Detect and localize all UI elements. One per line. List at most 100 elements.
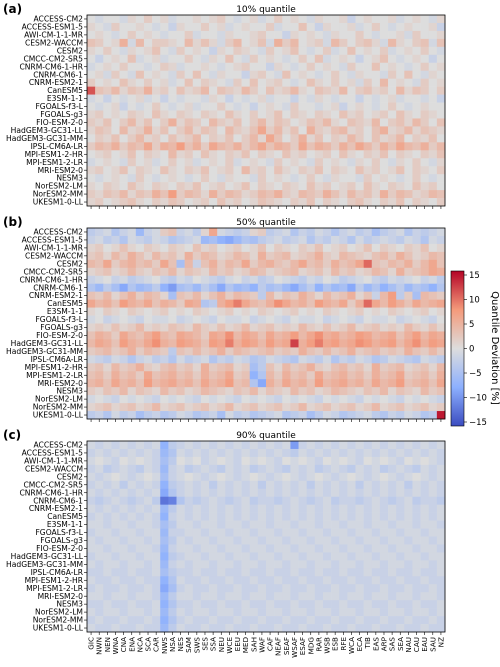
heatmap-cell: [355, 347, 364, 356]
heatmap-cell: [298, 480, 307, 490]
heatmap-cell: [355, 174, 364, 183]
heatmap-cell: [225, 544, 234, 553]
heatmap-cell: [119, 198, 128, 207]
heatmap-cell: [420, 347, 430, 356]
heatmap-cell: [282, 30, 291, 40]
heatmap-cell: [396, 62, 405, 72]
heatmap-cell: [404, 480, 413, 490]
heatmap-cell: [436, 339, 446, 348]
heatmap-cell: [428, 512, 438, 521]
heatmap-cell: [290, 496, 299, 505]
heatmap-cell: [274, 347, 283, 356]
heatmap-cell: [314, 363, 324, 372]
heatmap-cell: [209, 134, 218, 143]
heatmap-cell: [168, 544, 177, 553]
heatmap-cell: [192, 267, 202, 277]
row-label: E3SM-1-1: [47, 94, 83, 103]
heatmap-cell: [87, 150, 96, 159]
column-label: WSAF: [290, 637, 299, 658]
heatmap-cell: [176, 331, 185, 340]
heatmap-cell: [355, 22, 364, 32]
heatmap-cell: [143, 600, 153, 609]
heatmap-cell: [347, 251, 356, 261]
heatmap-cell: [266, 608, 275, 617]
heatmap-cell: [200, 411, 210, 420]
heatmap-cell: [371, 536, 381, 545]
column-label: WNA: [111, 637, 120, 654]
heatmap-cell: [225, 480, 234, 490]
heatmap-cell: [135, 528, 145, 537]
heatmap-cell: [355, 512, 364, 521]
heatmap-cell: [363, 70, 373, 79]
heatmap-cell: [217, 70, 226, 79]
heatmap-cell: [143, 22, 153, 32]
heatmap-cell: [371, 624, 381, 633]
column-label: NWS: [160, 637, 169, 654]
heatmap-cell: [257, 331, 267, 340]
heatmap-cell: [233, 54, 242, 64]
heatmap-cell: [428, 307, 438, 316]
heatmap-cell: [266, 560, 275, 569]
heatmap-cell: [257, 592, 267, 601]
heatmap-cell: [412, 62, 421, 72]
heatmap-cell: [217, 275, 226, 285]
heatmap-cell: [428, 552, 438, 561]
heatmap-cell: [200, 228, 210, 237]
heatmap-cell: [209, 472, 218, 482]
row-label: ACCESS-ESM1-5: [22, 236, 84, 245]
heatmap-cell: [274, 299, 283, 308]
heatmap-cell: [322, 480, 332, 490]
heatmap-cell: [355, 275, 364, 285]
heatmap-cell: [233, 275, 242, 285]
heatmap-cell: [184, 339, 194, 348]
heatmap-cell: [87, 22, 96, 32]
heatmap-cell: [436, 568, 446, 577]
heatmap-cell: [388, 339, 397, 348]
heatmap-cell: [111, 347, 120, 356]
heatmap-cell: [200, 166, 210, 175]
heatmap-cell: [363, 78, 373, 87]
heatmap-cell: [306, 568, 316, 577]
heatmap-cell: [200, 512, 210, 521]
heatmap-cell: [274, 70, 283, 79]
heatmap-cell: [388, 464, 397, 474]
heatmap-cell: [306, 323, 316, 332]
heatmap-cell: [371, 251, 381, 261]
heatmap-cell: [192, 291, 202, 300]
heatmap-cell: [331, 94, 340, 103]
heatmap-cell: [306, 102, 316, 111]
heatmap-cell: [103, 347, 112, 356]
heatmap-cell: [135, 299, 145, 308]
heatmap-cell: [404, 259, 413, 269]
heatmap-cell: [306, 488, 316, 498]
heatmap-cell: [87, 403, 96, 412]
heatmap-cell: [420, 190, 430, 199]
heatmap-cell: [103, 94, 112, 103]
heatmap-cell: [225, 568, 234, 577]
heatmap-cell: [143, 403, 153, 412]
heatmap-cell: [152, 448, 161, 458]
heatmap-cell: [331, 339, 340, 348]
heatmap-cell: [290, 504, 299, 513]
heatmap-cell: [111, 94, 120, 103]
heatmap-cell: [355, 190, 364, 199]
heatmap-cell: [95, 339, 104, 348]
heatmap-cell: [274, 118, 283, 127]
heatmap-cell: [404, 331, 413, 340]
heatmap-cell: [371, 504, 381, 513]
heatmap-cell: [379, 363, 389, 372]
heatmap-cell: [103, 275, 112, 285]
heatmap-cell: [355, 134, 364, 143]
heatmap-cell: [160, 456, 169, 466]
heatmap-cell: [379, 275, 389, 285]
heatmap-cell: [274, 126, 283, 135]
heatmap-cell: [412, 520, 421, 529]
heatmap-cell: [209, 166, 218, 175]
heatmap-cell: [217, 464, 226, 474]
heatmap-cell: [420, 504, 430, 513]
heatmap-cell: [298, 323, 307, 332]
heatmap-cell: [371, 118, 381, 127]
heatmap-cell: [225, 323, 234, 332]
heatmap-cell: [396, 299, 405, 308]
heatmap-cell: [428, 166, 438, 175]
